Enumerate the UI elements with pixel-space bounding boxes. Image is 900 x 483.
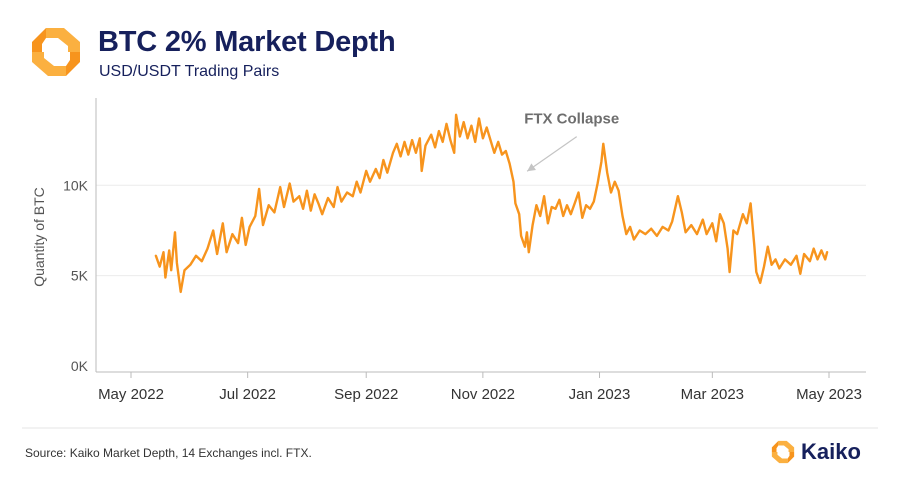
x-tick-label: Jul 2022 — [219, 386, 276, 403]
axes — [95, 98, 866, 378]
kaiko-brand: Kaiko — [770, 436, 861, 468]
x-tick-label: Sep 2022 — [334, 386, 398, 403]
series-layer — [154, 113, 829, 294]
source-note: Source: Kaiko Market Depth, 14 Exchanges… — [25, 446, 312, 460]
annotation-arrow-head-icon — [527, 163, 536, 172]
chart-subtitle: USD/USDT Trading Pairs — [99, 63, 280, 80]
y-axis-label: Quantity of BTC — [31, 187, 47, 287]
annotations: FTX Collapse — [524, 111, 619, 172]
x-tick-label: May 2022 — [98, 386, 164, 403]
brand-name: Kaiko — [801, 439, 861, 464]
kaiko-mark-icon — [771, 440, 795, 464]
x-tick-label: Nov 2022 — [451, 386, 515, 403]
annotation-label: FTX Collapse — [524, 111, 619, 128]
x-tick-label: Jan 2023 — [569, 386, 631, 403]
x-tick-label: May 2023 — [796, 386, 862, 403]
series-line-0 — [154, 113, 829, 294]
annotation-arrow-line — [526, 136, 578, 172]
y-tick-label: 0K — [71, 358, 89, 374]
tick-labels: 0K 5K 10K Quantity of BTC May 2022 Jul 2022 Se… — [31, 177, 862, 403]
kaiko-logo-icon — [32, 28, 80, 76]
y-tick-label: 10K — [63, 177, 89, 193]
y-tick-label: 5K — [71, 268, 89, 284]
x-tick-label: Mar 2023 — [681, 386, 744, 403]
chart-title: BTC 2% Market Depth — [98, 26, 396, 58]
grid-lines — [96, 184, 866, 277]
